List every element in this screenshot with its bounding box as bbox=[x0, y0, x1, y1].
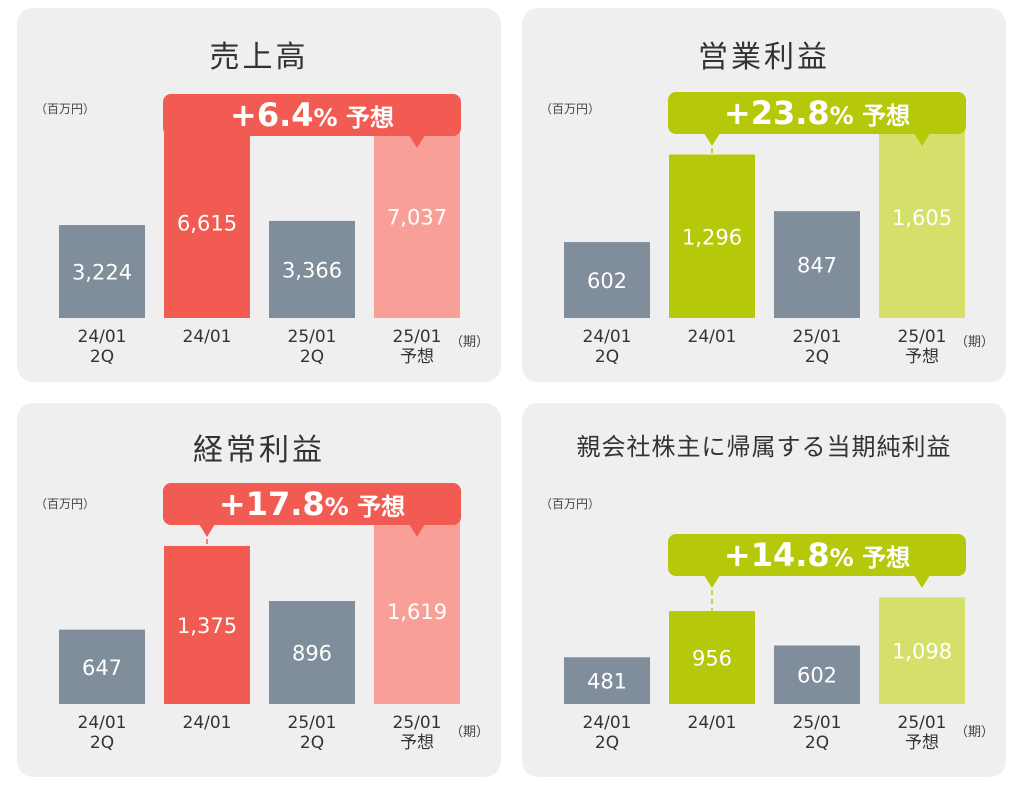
x-tick-label: 25/01 2Q bbox=[793, 327, 842, 367]
x-tick-label: 25/01 2Q bbox=[288, 327, 337, 367]
bar bbox=[59, 629, 145, 704]
bar-value-label: 1,098 bbox=[892, 640, 952, 664]
callout-text: +6.4% 予想 bbox=[230, 96, 394, 134]
callout-arrow bbox=[409, 524, 425, 537]
panel-ordinary-income: 経常利益 （百万円） （期） 647 24/01 2Q 1,375 24/01 896 25… bbox=[17, 403, 501, 777]
bar-value-label: 602 bbox=[587, 269, 627, 293]
unit-label: （百万円） bbox=[540, 497, 601, 511]
bar-value-label: 7,037 bbox=[387, 206, 447, 230]
bar bbox=[269, 220, 355, 318]
x-tick-label: 25/01 2Q bbox=[793, 713, 842, 753]
x-tick-label: 24/01 bbox=[183, 713, 232, 733]
bar bbox=[669, 611, 755, 704]
bar-value-label: 1,619 bbox=[387, 600, 447, 624]
callout-arrow bbox=[914, 575, 930, 588]
period-label: （期） bbox=[449, 725, 489, 740]
chart-title: 経常利益 bbox=[193, 433, 325, 468]
bar-value-label: 3,224 bbox=[72, 261, 132, 285]
period-label: （期） bbox=[449, 335, 489, 350]
x-tick-label: 25/01 予想 bbox=[898, 713, 947, 753]
bar-value-label: 1,375 bbox=[177, 614, 237, 638]
chart-title: 売上高 bbox=[209, 40, 309, 75]
callout-arrow bbox=[704, 575, 720, 588]
bar-chart-sales: 3,224 24/01 2Q 6,615 24/01 3,366 25/01 2Q 7,037 2… bbox=[59, 94, 461, 367]
callout-box bbox=[163, 483, 461, 525]
bar bbox=[669, 154, 755, 318]
panel-sales: 売上高 （百万円） （期） 3,224 24/01 2Q 6,615 24/01 3,36… bbox=[17, 8, 501, 382]
growth-callout: +6.4% 予想 bbox=[163, 94, 461, 148]
bar-chart-ordinary-income: 647 24/01 2Q 1,375 24/01 896 25/01 2Q 1,619 25/01… bbox=[59, 483, 461, 753]
chart-title: 営業利益 bbox=[698, 40, 830, 75]
bar bbox=[774, 645, 860, 704]
callout-text: +14.8% 予想 bbox=[724, 536, 910, 574]
bar-value-label: 481 bbox=[587, 670, 627, 694]
period-label: （期） bbox=[954, 725, 994, 740]
x-tick-label: 25/01 予想 bbox=[898, 327, 947, 367]
chart-title: 親会社株主に帰属する当期純利益 bbox=[576, 433, 952, 461]
callout-text: +23.8% 予想 bbox=[724, 94, 910, 132]
bar bbox=[164, 127, 250, 318]
callout-box bbox=[163, 94, 461, 136]
bar-chart-operating-income: 602 24/01 2Q 1,296 24/01 847 25/01 2Q 1,605 25/01… bbox=[564, 92, 966, 367]
panel-net-income: 親会社株主に帰属する当期純利益 （百万円） （期） 481 24/01 2Q 956 2… bbox=[522, 403, 1006, 777]
callout-arrow bbox=[409, 135, 425, 148]
bar bbox=[374, 115, 460, 318]
bar-chart-net-income: 481 24/01 2Q 956 24/01 602 25/01 2Q 1,098 25/01 予想… bbox=[564, 534, 966, 753]
growth-callout: +17.8% 予想 bbox=[163, 483, 461, 546]
period-label: （期） bbox=[954, 335, 994, 350]
bar bbox=[879, 597, 965, 704]
bar bbox=[879, 115, 965, 318]
bar bbox=[164, 545, 250, 704]
callout-arrow bbox=[704, 133, 720, 146]
bar-value-label: 1,296 bbox=[682, 225, 742, 249]
x-tick-label: 24/01 2Q bbox=[78, 327, 127, 367]
bar bbox=[59, 225, 145, 318]
callout-arrow bbox=[914, 133, 930, 146]
bar bbox=[564, 657, 650, 704]
x-tick-label: 24/01 2Q bbox=[583, 713, 632, 753]
x-tick-label: 24/01 bbox=[688, 327, 737, 347]
x-tick-label: 24/01 2Q bbox=[78, 713, 127, 753]
bar-value-label: 956 bbox=[692, 647, 732, 671]
callout-text: +17.8% 予想 bbox=[219, 485, 405, 523]
bar bbox=[774, 211, 860, 318]
unit-label: （百万円） bbox=[35, 102, 96, 116]
bar-value-label: 1,605 bbox=[892, 206, 952, 230]
x-tick-label: 25/01 予想 bbox=[393, 713, 442, 753]
x-tick-label: 24/01 2Q bbox=[583, 327, 632, 367]
x-tick-label: 25/01 2Q bbox=[288, 713, 337, 753]
x-tick-label: 25/01 予想 bbox=[393, 327, 442, 367]
callout-arrow bbox=[199, 135, 215, 148]
bar-value-label: 6,615 bbox=[177, 212, 237, 236]
growth-callout: +14.8% 予想 bbox=[668, 534, 966, 612]
callout-box bbox=[668, 92, 966, 134]
bar bbox=[564, 242, 650, 318]
callout-box bbox=[668, 534, 966, 576]
x-tick-label: 24/01 bbox=[183, 327, 232, 347]
bar-value-label: 896 bbox=[292, 642, 332, 666]
panel-operating-income: 営業利益 （百万円） （期） 602 24/01 2Q 1,296 24/01 847 25… bbox=[522, 8, 1006, 382]
bar-value-label: 647 bbox=[82, 656, 122, 680]
bar-value-label: 3,366 bbox=[282, 258, 342, 282]
bar-value-label: 602 bbox=[797, 664, 837, 688]
callout-arrow bbox=[199, 524, 215, 537]
x-tick-label: 24/01 bbox=[688, 713, 737, 733]
bar bbox=[269, 601, 355, 704]
growth-callout: +23.8% 予想 bbox=[668, 92, 966, 155]
unit-label: （百万円） bbox=[540, 102, 601, 116]
bar bbox=[374, 517, 460, 704]
bar-value-label: 847 bbox=[797, 254, 837, 278]
unit-label: （百万円） bbox=[35, 497, 96, 511]
